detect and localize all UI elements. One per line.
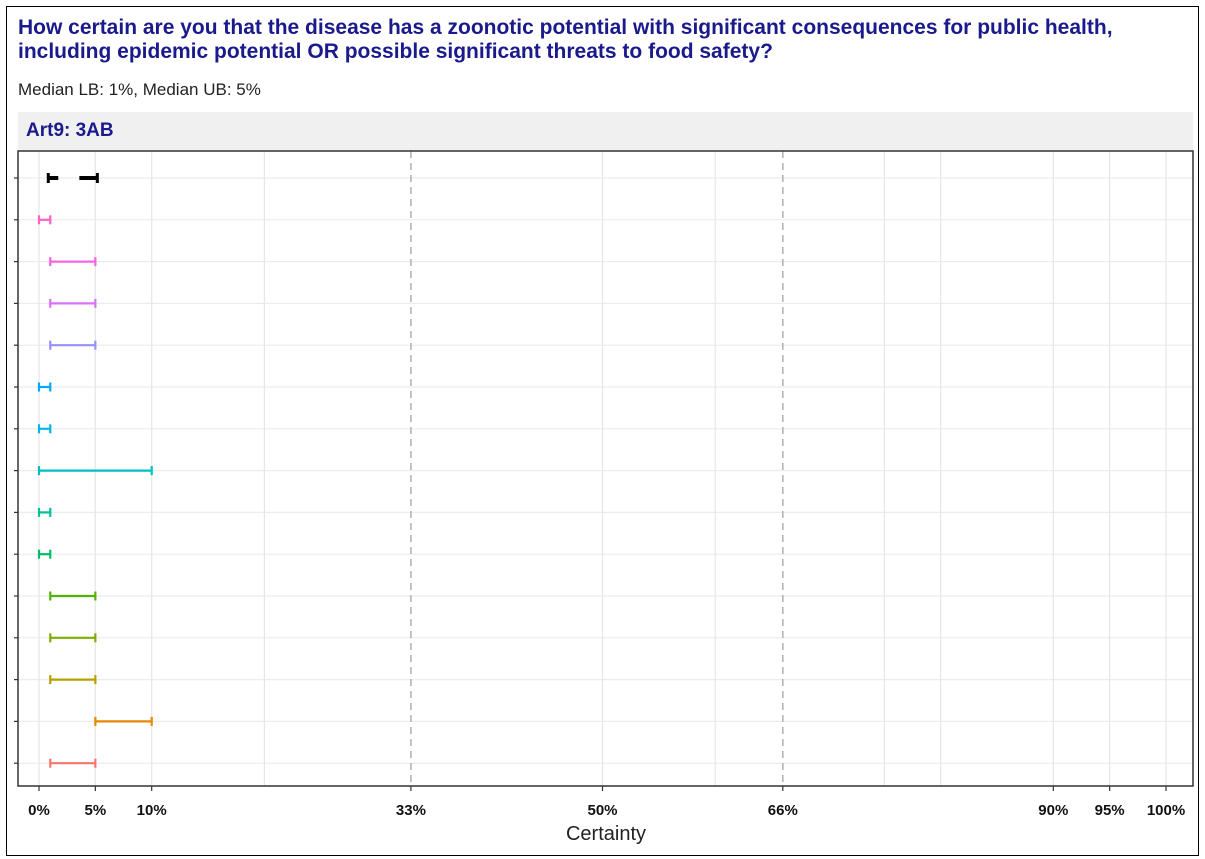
respondent-interval <box>37 424 52 434</box>
x-tick-label: 100% <box>1147 802 1185 819</box>
chart-subtitle: Median LB: 1%, Median UB: 5% <box>18 80 261 99</box>
respondent-interval <box>37 382 52 392</box>
x-tick-label: 5% <box>85 802 107 819</box>
x-tick-label: 10% <box>137 802 167 819</box>
grid-layer <box>18 151 1193 786</box>
marks-layer <box>37 173 153 768</box>
panel-strip: Art9: 3AB <box>18 112 1193 151</box>
x-tick-label: 66% <box>768 802 798 819</box>
respondent-interval <box>49 298 97 308</box>
respondent-interval <box>49 633 97 643</box>
respondent-interval <box>49 340 97 350</box>
x-tick-label: 33% <box>396 802 426 819</box>
respondent-interval <box>37 549 52 559</box>
plot-panel-border <box>17 150 1194 787</box>
x-tick-label: 95% <box>1095 802 1125 819</box>
respondent-interval <box>49 257 97 267</box>
median-interval <box>46 173 99 183</box>
panel-label: Art9: 3AB <box>26 120 114 141</box>
respondent-interval <box>37 215 52 225</box>
respondent-interval <box>49 591 97 601</box>
x-tick-label: 0% <box>28 802 50 819</box>
respondent-interval <box>37 507 52 517</box>
chart-title: How certain are you that the disease has… <box>18 16 1113 63</box>
x-axis-title: Certainty <box>565 823 647 845</box>
x-tick-label: 50% <box>587 802 617 819</box>
x-axis: 0% 5% 10% 33% 50% 66% 90% 95% 100% <box>14 177 1185 819</box>
x-tick-label: 90% <box>1038 802 1068 819</box>
respondent-interval <box>94 716 153 726</box>
respondent-interval <box>49 758 97 768</box>
respondent-interval <box>49 675 97 685</box>
respondent-interval <box>37 466 153 476</box>
